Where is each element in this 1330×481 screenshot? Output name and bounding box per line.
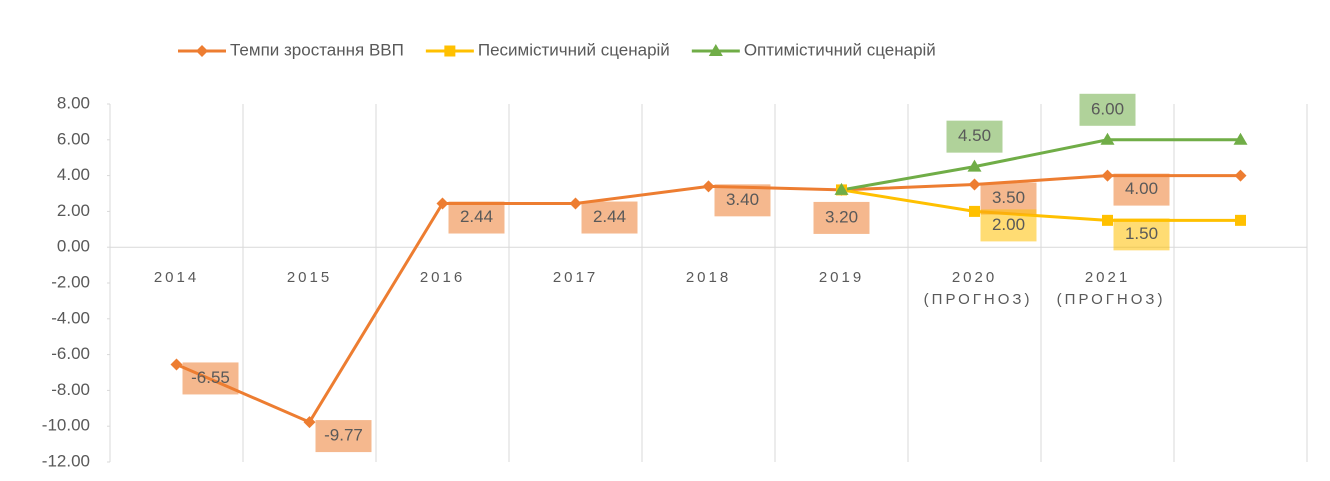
legend-label: Темпи зростання ВВП	[230, 40, 404, 59]
x-tick-label: 2017	[553, 269, 598, 286]
marker	[303, 416, 316, 429]
y-tick-label: 6.00	[57, 129, 90, 148]
data-label: 4.50	[958, 126, 991, 145]
data-label: 2.44	[593, 207, 626, 226]
y-tick-label: 4.00	[57, 165, 90, 184]
data-label: 3.40	[726, 190, 759, 209]
y-tick-label: -10.00	[42, 416, 90, 435]
legend-label: Песимістичний сценарій	[478, 40, 670, 59]
y-tick-label: -12.00	[42, 451, 90, 470]
label-box	[980, 209, 1037, 242]
label-box	[182, 362, 239, 395]
y-tick-label: 0.00	[57, 237, 90, 256]
label-box	[980, 182, 1037, 215]
label-box	[1113, 173, 1170, 206]
marker	[834, 182, 849, 195]
data-label: -6.55	[191, 368, 230, 387]
legend-label: Оптимістичний сценарій	[744, 40, 936, 59]
x-tick-label: 2014	[154, 269, 199, 286]
label-box	[946, 120, 1003, 153]
x-tick-label: 2019	[819, 269, 864, 286]
data-label: -9.77	[324, 426, 363, 445]
label-box	[813, 201, 870, 234]
x-tick-label: 2016	[420, 269, 465, 286]
y-tick-label: 8.00	[57, 93, 90, 112]
x-tick-label: 2020 (ПРОГНОЗ)	[917, 269, 1033, 308]
x-tick-label: 2018	[686, 269, 731, 286]
legend-marker	[444, 45, 456, 57]
data-label: 3.50	[992, 188, 1025, 207]
marker	[1235, 214, 1246, 226]
data-label: 4.00	[1125, 179, 1158, 198]
series-line	[841, 188, 1241, 222]
y-tick-label: -6.00	[51, 344, 90, 363]
y-tick-label: -4.00	[51, 308, 90, 327]
marker	[436, 197, 449, 210]
legend-item: Песимістичний сценарій	[425, 40, 670, 59]
legend-item: Темпи зростання ВВП	[178, 40, 404, 59]
label-box	[581, 201, 638, 234]
marker	[1100, 132, 1115, 145]
y-tick-label: -8.00	[51, 380, 90, 399]
label-box	[1113, 218, 1170, 251]
label-box	[714, 184, 771, 217]
marker	[1101, 169, 1114, 182]
label-box	[448, 201, 505, 234]
legend-marker	[196, 45, 208, 57]
marker	[702, 180, 715, 193]
data-label: 6.00	[1091, 99, 1124, 118]
marker	[968, 178, 981, 191]
legend-item: Оптимістичний сценарій	[691, 40, 936, 59]
x-tick-label: 2021 (ПРОГНОЗ)	[1050, 269, 1166, 308]
x-tick-label: 2015	[287, 269, 332, 286]
y-tick-label: 2.00	[57, 201, 90, 220]
marker	[1234, 169, 1247, 182]
data-label: 2.44	[460, 207, 493, 226]
data-label: 3.20	[825, 207, 858, 226]
series-line	[841, 138, 1241, 192]
data-label: 2.00	[992, 215, 1025, 234]
label-box	[315, 420, 372, 453]
marker	[170, 358, 183, 371]
marker	[967, 159, 982, 172]
marker	[1102, 214, 1113, 226]
legend-marker	[708, 44, 723, 56]
marker	[569, 197, 582, 210]
y-tick-label: -2.00	[51, 272, 90, 291]
label-box	[1079, 93, 1136, 126]
marker	[1233, 132, 1248, 145]
marker	[969, 205, 980, 217]
data-label: 1.50	[1125, 224, 1158, 243]
